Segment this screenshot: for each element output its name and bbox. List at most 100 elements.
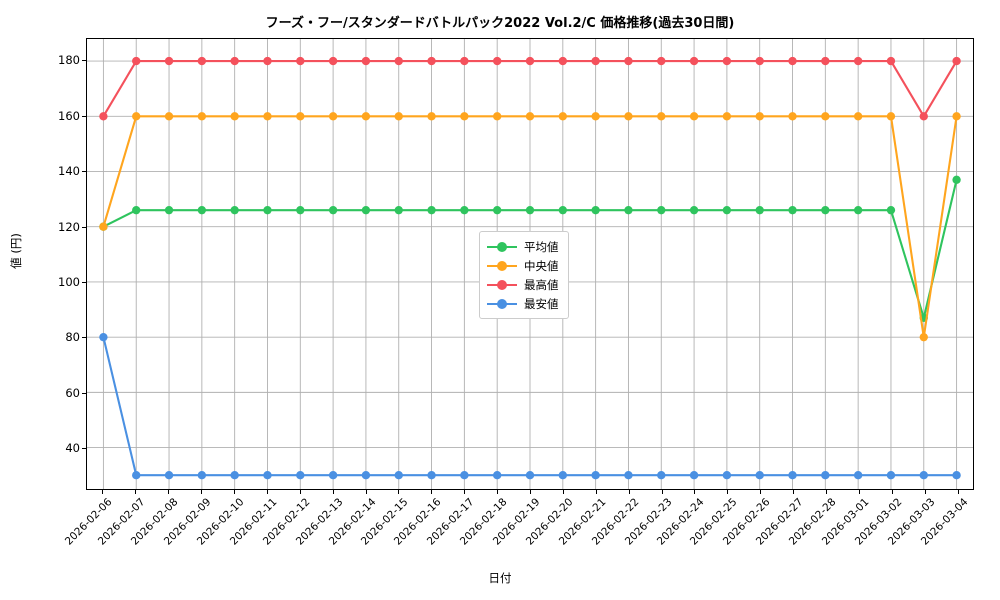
x-tick-mark: [562, 490, 564, 494]
data-point: [919, 332, 928, 342]
data-series-layer: [99, 56, 961, 480]
y-tick-mark: [82, 115, 86, 117]
legend-item-最高値[interactable]: 最高値: [487, 275, 559, 294]
data-point: [164, 205, 174, 215]
data-point: [361, 471, 371, 480]
data-point: [853, 471, 863, 480]
data-point: [657, 205, 666, 215]
data-point: [558, 205, 568, 215]
data-point: [558, 112, 568, 121]
x-tick-mark: [694, 490, 696, 494]
y-tick-label: 140: [58, 164, 80, 179]
data-point: [952, 56, 961, 66]
data-point: [722, 471, 732, 480]
data-point: [525, 56, 535, 66]
data-point: [755, 56, 764, 66]
data-point: [361, 205, 371, 215]
data-point: [919, 112, 928, 121]
data-point: [99, 332, 108, 342]
data-point: [591, 112, 600, 121]
data-point: [755, 471, 764, 480]
data-point: [755, 112, 764, 121]
data-point: [230, 205, 239, 215]
data-point: [328, 205, 338, 215]
data-point: [230, 56, 239, 66]
x-tick-mark: [497, 490, 499, 494]
x-axis-label: 日付: [488, 571, 512, 585]
series-line: [102, 336, 958, 477]
y-tick-mark: [82, 392, 86, 394]
legend-swatch-icon: [487, 260, 517, 272]
x-tick-mark: [595, 490, 597, 494]
x-tick-mark: [628, 490, 630, 494]
data-point: [263, 112, 272, 121]
data-point: [394, 112, 403, 121]
x-tick-mark: [168, 490, 170, 494]
data-point: [164, 56, 174, 66]
data-point: [164, 112, 174, 121]
data-point: [328, 471, 338, 480]
data-point: [197, 205, 207, 215]
data-point: [624, 205, 633, 215]
data-point: [197, 471, 207, 480]
data-point: [460, 56, 469, 66]
y-tick-mark: [82, 60, 86, 62]
x-tick-mark: [530, 490, 531, 494]
data-point: [197, 56, 207, 66]
x-tick-mark: [924, 490, 926, 494]
data-point: [886, 205, 896, 215]
data-point: [591, 56, 600, 66]
data-point: [886, 56, 896, 66]
x-tick-mark: [891, 490, 893, 494]
data-point: [624, 56, 633, 66]
data-point: [296, 205, 305, 215]
data-point: [821, 112, 830, 121]
legend-item-中央値[interactable]: 中央値: [487, 256, 559, 275]
x-tick-mark: [234, 490, 235, 494]
x-axis-tick-labels: 2026-02-06 2026-02-07 2026-02-08 2026-02-09…: [63, 496, 974, 566]
data-point: [132, 112, 141, 121]
data-point: [460, 112, 469, 121]
data-point: [657, 56, 666, 66]
x-tick-mark: [266, 490, 268, 494]
y-tick-mark: [82, 171, 86, 173]
x-tick-mark: [332, 490, 334, 494]
data-point: [689, 471, 699, 480]
data-point: [460, 471, 469, 480]
y-tick-label: 180: [58, 53, 80, 68]
legend-label: 中央値: [524, 258, 559, 273]
legend-label: 最安値: [524, 296, 559, 311]
data-point: [296, 56, 305, 66]
data-point: [788, 112, 797, 121]
x-axis-tick-marks: [86, 490, 974, 496]
legend-item-平均値[interactable]: 平均値: [487, 237, 559, 256]
data-point: [722, 205, 732, 215]
y-tick-mark: [82, 282, 86, 284]
data-point: [722, 56, 732, 66]
legend-dot: [497, 279, 507, 290]
data-point: [689, 112, 699, 121]
x-tick-mark: [201, 490, 203, 494]
data-point: [624, 112, 633, 121]
legend-item-最安値[interactable]: 最安値: [487, 294, 559, 313]
data-point: [361, 112, 371, 121]
data-point: [263, 471, 272, 480]
data-point: [99, 112, 108, 121]
data-point: [132, 471, 141, 480]
data-point: [394, 471, 403, 480]
x-tick-mark: [398, 490, 400, 494]
y-tick-label: 40: [65, 441, 80, 456]
x-tick-mark: [365, 490, 367, 494]
y-tick-label: 120: [58, 219, 80, 234]
data-point: [525, 471, 535, 480]
data-point: [263, 56, 272, 66]
y-tick-label: 60: [65, 385, 80, 400]
data-point: [427, 56, 436, 66]
x-tick-mark: [957, 490, 959, 494]
data-point: [952, 175, 961, 184]
data-point: [755, 205, 764, 215]
data-point: [460, 205, 469, 215]
data-point: [99, 222, 108, 231]
data-point: [230, 112, 239, 121]
data-point: [263, 205, 272, 215]
